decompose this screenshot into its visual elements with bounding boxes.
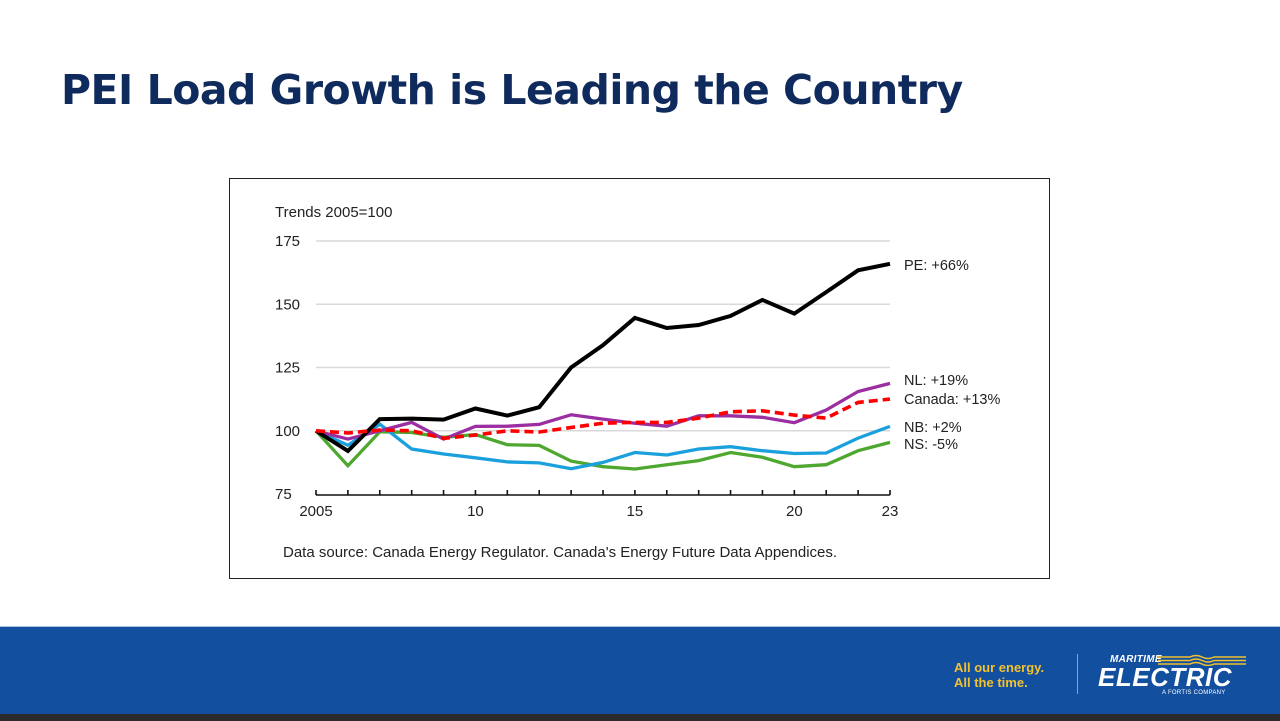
series-line-pe: [314, 261, 891, 454]
y-tick-label: 100: [275, 423, 300, 440]
footer-bottom-edge: [0, 714, 1280, 721]
x-tick-label: 2005: [299, 503, 332, 520]
footer-divider: [1077, 654, 1078, 694]
series-label-nl: NL: +19%: [904, 373, 968, 389]
y-tick-label: 125: [275, 360, 300, 377]
tagline-line2: All the time.: [954, 675, 1028, 690]
tagline-line1: All our energy.: [954, 660, 1045, 675]
y-tick-label: 75: [275, 486, 292, 503]
x-tick-label: 10: [467, 503, 484, 520]
series-lines: [314, 261, 891, 471]
logo-top-text: MARITIME: [1110, 654, 1162, 665]
x-tick-label: 15: [627, 503, 644, 520]
series-label-canada: Canada: +13%: [904, 392, 1000, 408]
series-line-canada: [315, 397, 891, 441]
series-label-nb: NB: +2%: [904, 420, 962, 436]
series-line-nl: [315, 381, 891, 441]
chart-frame: Trends 2005=100 2005 10 15 20 23 75 100 125 150…: [229, 178, 1050, 579]
x-tick-label: 20: [786, 503, 803, 520]
x-axis: 2005 10 15 20 23: [299, 490, 898, 520]
x-tick-label: 23: [882, 503, 899, 520]
slide-title: PEI Load Growth is Leading the Country: [61, 66, 963, 114]
tagline: All our energy. All the time.: [954, 660, 1044, 690]
series-label-ns: NS: -5%: [904, 437, 958, 453]
series-label-pe: PE: +66%: [904, 258, 969, 274]
logo-main-text: ELECTRIC: [1098, 662, 1232, 692]
y-tick-label: 175: [275, 233, 300, 250]
chart-title: Trends 2005=100: [275, 204, 392, 221]
maritime-electric-logo: MARITIME ELECTRIC A FORTIS COMPANY: [1098, 654, 1258, 700]
logo-sub-text: A FORTIS COMPANY: [1162, 690, 1226, 696]
line-chart: Trends 2005=100 2005 10 15 20 23 75 100 125 150…: [275, 204, 1000, 561]
y-axis-labels: 75 100 125 150 175: [275, 233, 300, 503]
gridlines: [316, 240, 890, 432]
source-note: Data source: Canada Energy Regulator. Ca…: [283, 544, 837, 561]
logo-waves-icon: [1158, 654, 1246, 666]
series-line-ns: [314, 429, 891, 471]
y-tick-label: 150: [275, 296, 300, 313]
series-line-nb: [315, 422, 891, 471]
series-labels: PE: +66% NL: +19% Canada: +13% NB: +2%NS: -…: [904, 258, 1000, 453]
footer-bar: [0, 626, 1280, 715]
